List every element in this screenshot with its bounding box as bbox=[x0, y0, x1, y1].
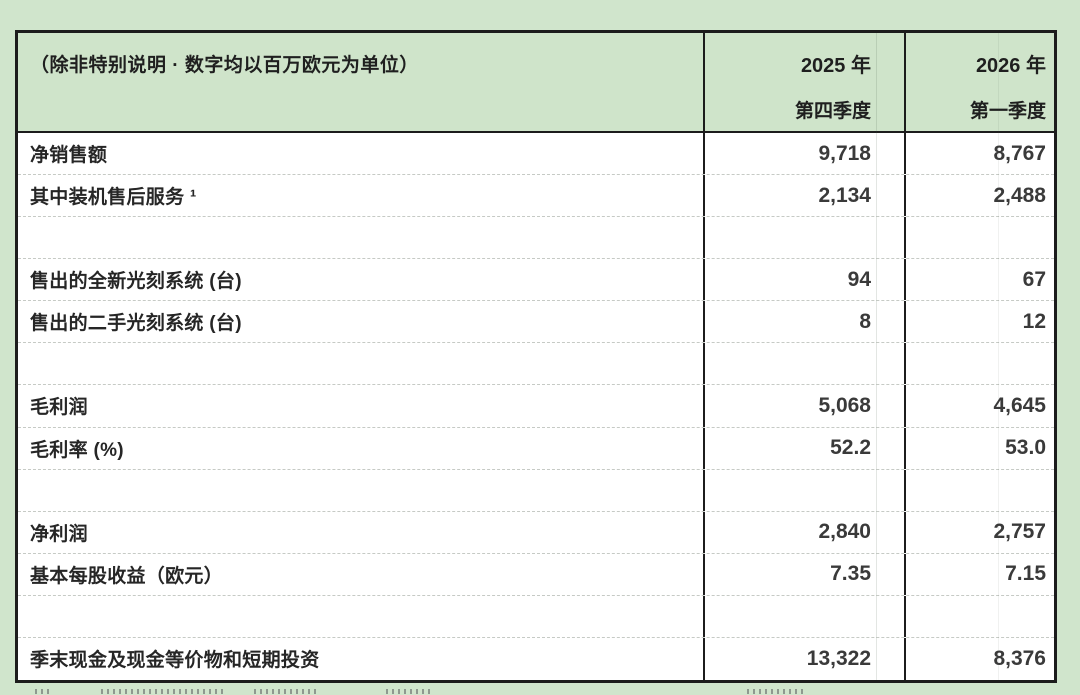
value-2026q1 bbox=[904, 595, 1054, 637]
table-row-used-systems-sold: 售出的二手光刻系统 (台) 8 12 bbox=[18, 301, 1054, 344]
column-header-2025-q4: 2025 年 第四季度 bbox=[703, 33, 904, 131]
row-label: 售出的二手光刻系统 (台) bbox=[30, 313, 242, 335]
table-row-cash-and-investments: 季末现金及现金等价物和短期投资 13,322 8,376 bbox=[18, 637, 1054, 680]
row-label bbox=[18, 343, 703, 384]
table-row-new-systems-sold: 售出的全新光刻系统 (台) 94 67 bbox=[18, 259, 1054, 302]
value-2026q1: 2,488 bbox=[904, 175, 1054, 217]
quarter-label: 第四季度 bbox=[794, 101, 871, 122]
row-label: 毛利润 bbox=[30, 397, 88, 419]
row-label: 基本每股收益（欧元） bbox=[30, 565, 224, 587]
table-row-basic-eps: 基本每股收益（欧元） 7.35 7.15 bbox=[18, 553, 1054, 596]
value-2025q4 bbox=[703, 217, 904, 259]
value-2026q1 bbox=[904, 469, 1054, 511]
table-body: 净销售额 9,718 8,767 其中装机售后服务 ¹ 2,134 2,488 … bbox=[18, 133, 1054, 680]
row-label: 净利润 bbox=[30, 523, 88, 545]
faint-gridline bbox=[998, 33, 999, 680]
spacer-row bbox=[18, 469, 1054, 512]
value-2026q1 bbox=[904, 217, 1054, 259]
year-label: 2025 年 bbox=[800, 55, 871, 77]
value-2026q1: 67 bbox=[904, 259, 1054, 301]
year-label: 2026 年 bbox=[975, 55, 1046, 77]
value-2025q4: 13,322 bbox=[703, 637, 904, 680]
value-2025q4 bbox=[703, 343, 904, 385]
value-2026q1: 8,767 bbox=[904, 133, 1054, 175]
row-label: 季末现金及现金等价物和短期投资 bbox=[30, 650, 320, 672]
table-row-gross-profit: 毛利润 5,068 4,645 bbox=[18, 385, 1054, 428]
column-header-2026-q1: 2026 年 第一季度 bbox=[904, 33, 1054, 131]
cut-off-footnote-sliver bbox=[30, 688, 1030, 695]
row-label: 售出的全新光刻系统 (台) bbox=[30, 271, 242, 293]
table-header-row: （除非特别说明 · 数字均以百万欧元为单位） 2025 年 第四季度 2026 … bbox=[18, 33, 1054, 133]
value-2026q1: 4,645 bbox=[904, 385, 1054, 427]
value-2025q4: 2,840 bbox=[703, 511, 904, 553]
quarter-label: 第一季度 bbox=[969, 101, 1046, 122]
table-row-installed-base: 其中装机售后服务 ¹ 2,134 2,488 bbox=[18, 175, 1054, 218]
row-label bbox=[18, 217, 703, 258]
value-2025q4: 2,134 bbox=[703, 175, 904, 217]
value-2025q4: 8 bbox=[703, 301, 904, 343]
value-2025q4: 7.35 bbox=[703, 553, 904, 595]
spacer-row bbox=[18, 217, 1054, 260]
units-note: （除非特别说明 · 数字均以百万欧元为单位） bbox=[30, 55, 419, 76]
value-2025q4: 52.2 bbox=[703, 427, 904, 469]
spacer-row bbox=[18, 343, 1054, 386]
value-2025q4: 9,718 bbox=[703, 133, 904, 175]
table-row-gross-margin: 毛利率 (%) 52.2 53.0 bbox=[18, 427, 1054, 470]
value-2025q4 bbox=[703, 469, 904, 511]
spacer-row bbox=[18, 595, 1054, 638]
table-row-net-income: 净利润 2,840 2,757 bbox=[18, 511, 1054, 554]
row-label bbox=[18, 470, 703, 511]
value-2025q4 bbox=[703, 595, 904, 637]
table-row-net-sales: 净销售额 9,718 8,767 bbox=[18, 133, 1054, 176]
row-label: 净销售额 bbox=[30, 145, 108, 167]
faint-gridline bbox=[876, 33, 877, 680]
financial-results-table: （除非特别说明 · 数字均以百万欧元为单位） 2025 年 第四季度 2026 … bbox=[15, 30, 1057, 683]
value-2025q4: 94 bbox=[703, 259, 904, 301]
row-label: 其中装机售后服务 ¹ bbox=[30, 187, 197, 209]
value-2026q1 bbox=[904, 343, 1054, 385]
value-2025q4: 5,068 bbox=[703, 385, 904, 427]
value-2026q1: 2,757 bbox=[904, 511, 1054, 553]
value-2026q1: 53.0 bbox=[904, 427, 1054, 469]
row-label: 毛利率 (%) bbox=[30, 439, 124, 461]
value-2026q1: 7.15 bbox=[904, 553, 1054, 595]
row-label bbox=[18, 596, 703, 637]
value-2026q1: 12 bbox=[904, 301, 1054, 343]
value-2026q1: 8,376 bbox=[904, 637, 1054, 680]
